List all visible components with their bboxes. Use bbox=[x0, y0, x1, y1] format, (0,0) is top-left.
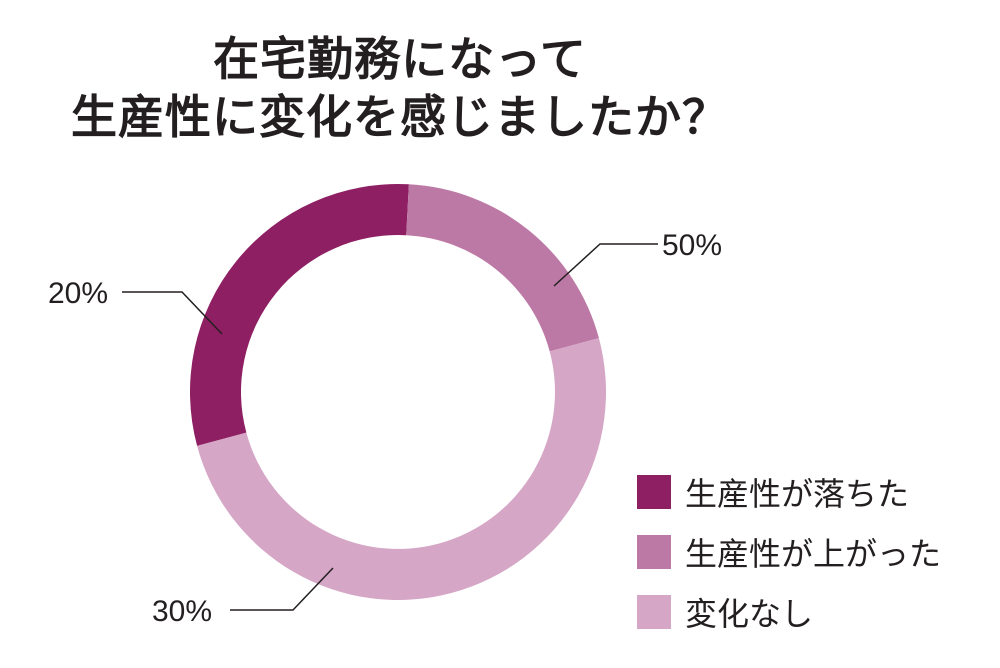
donut-slice-no-change bbox=[197, 338, 606, 600]
leader-line-decreased bbox=[230, 567, 334, 611]
data-label-decreased: 30% bbox=[152, 595, 212, 628]
legend-item-no-change: 変化なし bbox=[637, 582, 941, 642]
data-label-increased: 20% bbox=[48, 277, 108, 310]
chart-title-line-1: 在宅勤務になって bbox=[213, 32, 587, 86]
legend-label-decreased: 生産性が落ちた bbox=[685, 475, 910, 513]
legend-swatch-decreased bbox=[637, 475, 671, 509]
donut-slice-increased bbox=[406, 184, 599, 352]
leader-line-increased bbox=[122, 291, 223, 335]
data-label-no-change: 50% bbox=[662, 229, 722, 262]
leader-line-no-change bbox=[553, 243, 658, 287]
chart-title-line-2: 生産性に変化を感じましたか？ bbox=[71, 90, 729, 144]
legend-item-increased: 生産性が上がった bbox=[637, 522, 941, 582]
legend-label-increased: 生産性が上がった bbox=[685, 535, 942, 573]
legend-swatch-no-change bbox=[637, 595, 671, 629]
chart-legend: 生産性が落ちた 生産性が上がった 変化なし bbox=[637, 462, 941, 642]
legend-swatch-increased bbox=[637, 535, 671, 569]
donut-slice-decreased bbox=[190, 183, 409, 446]
legend-label-no-change: 変化なし bbox=[685, 595, 814, 633]
legend-item-decreased: 生産性が落ちた bbox=[637, 462, 941, 522]
chart-title: 在宅勤務になって 生産性に変化を感じましたか？ bbox=[0, 30, 800, 146]
